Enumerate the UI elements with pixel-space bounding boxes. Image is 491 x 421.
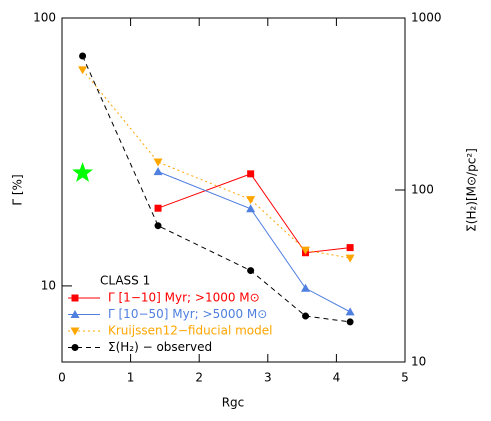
series-line bbox=[157, 173, 351, 254]
x-tick-label: 0 bbox=[58, 371, 66, 385]
x-tick-label: 5 bbox=[401, 371, 409, 385]
marker bbox=[246, 204, 256, 213]
series-line bbox=[82, 69, 351, 259]
legend-label: Γ [1−10] Myr; >1000 M⊙ bbox=[108, 291, 260, 305]
y2-axis-label: Σ(H₂)[M⊙/pc²] bbox=[465, 148, 479, 232]
marker bbox=[72, 161, 94, 182]
y-tick-label: 10 bbox=[41, 278, 56, 292]
marker bbox=[153, 167, 163, 176]
legend-label: Kruijssen12−fiducial model bbox=[108, 324, 272, 338]
x-tick-label: 3 bbox=[264, 371, 272, 385]
marker bbox=[345, 307, 355, 316]
legend-label: Σ(H₂) − observed bbox=[108, 340, 212, 354]
series-line bbox=[157, 171, 351, 313]
y2-tick-label: 10 bbox=[411, 355, 426, 369]
marker bbox=[154, 222, 162, 230]
marker bbox=[78, 66, 88, 75]
marker bbox=[301, 246, 311, 255]
marker bbox=[70, 310, 80, 318]
marker bbox=[247, 170, 255, 178]
marker bbox=[71, 344, 79, 351]
marker bbox=[346, 318, 354, 326]
marker bbox=[301, 283, 311, 292]
marker bbox=[70, 327, 80, 336]
y-axis-label: Γ [%] bbox=[11, 174, 25, 205]
y2-tick-label: 1000 bbox=[411, 11, 442, 25]
marker bbox=[302, 312, 310, 320]
marker bbox=[153, 158, 163, 167]
marker bbox=[71, 294, 79, 302]
marker bbox=[345, 254, 355, 263]
marker bbox=[79, 52, 87, 60]
x-axis-label: Rgc bbox=[222, 396, 245, 410]
marker bbox=[247, 267, 255, 275]
x-tick-label: 4 bbox=[333, 371, 341, 385]
y2-tick-label: 100 bbox=[411, 183, 434, 197]
y-tick-label: 100 bbox=[33, 11, 56, 25]
legend-title: CLASS 1 bbox=[100, 274, 150, 288]
legend-label: Γ [10−50] Myr; >5000 M⊙ bbox=[108, 307, 267, 321]
x-tick-label: 2 bbox=[195, 371, 203, 385]
marker bbox=[246, 196, 256, 205]
marker bbox=[346, 244, 354, 252]
marker bbox=[154, 204, 162, 212]
x-tick-label: 1 bbox=[127, 371, 135, 385]
